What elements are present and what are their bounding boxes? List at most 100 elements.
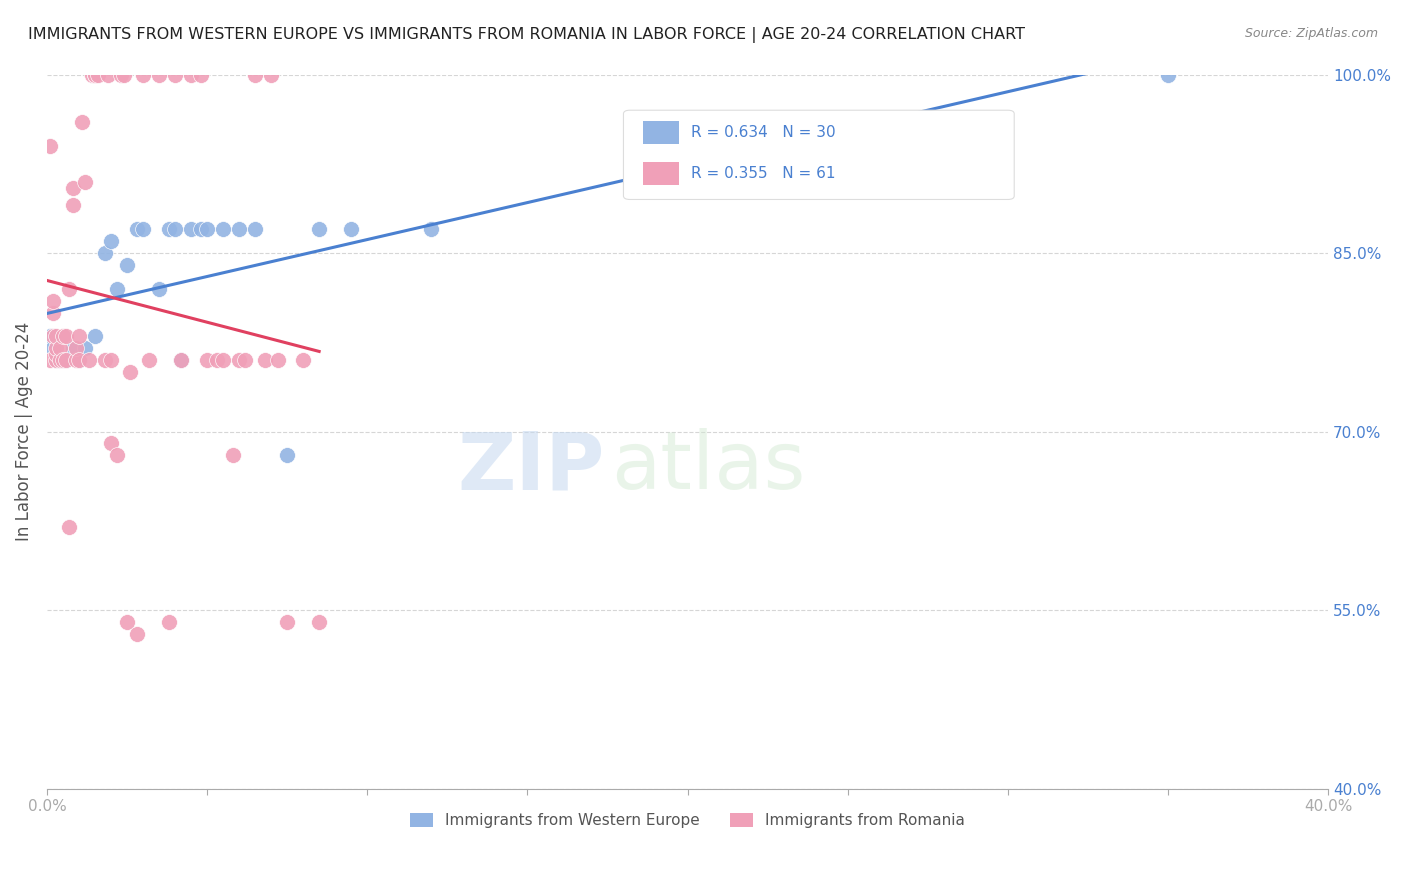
- Point: [115, 258, 138, 272]
- Point: [42, 293, 65, 308]
- Point: [67, 353, 90, 368]
- Point: [190, 68, 212, 82]
- Point: [228, 222, 250, 236]
- Point: [112, 68, 135, 82]
- Point: [70, 115, 93, 129]
- Point: [132, 68, 155, 82]
- Point: [148, 282, 170, 296]
- Point: [163, 68, 186, 82]
- FancyBboxPatch shape: [643, 121, 679, 144]
- Point: [52, 329, 75, 343]
- Point: [110, 68, 132, 82]
- Point: [340, 222, 363, 236]
- Point: [58, 519, 80, 533]
- Legend: Immigrants from Western Europe, Immigrants from Romania: Immigrants from Western Europe, Immigran…: [404, 807, 972, 834]
- Text: IMMIGRANTS FROM WESTERN EUROPE VS IMMIGRANTS FROM ROMANIA IN LABOR FORCE | AGE 2: IMMIGRANTS FROM WESTERN EUROPE VS IMMIGR…: [28, 27, 1025, 43]
- Point: [190, 222, 212, 236]
- Point: [55, 353, 77, 368]
- Point: [170, 353, 193, 368]
- Point: [100, 353, 122, 368]
- Point: [1157, 68, 1180, 82]
- Point: [62, 180, 84, 194]
- Point: [45, 353, 67, 368]
- Point: [115, 615, 138, 629]
- Point: [52, 353, 75, 368]
- Point: [93, 353, 115, 368]
- Point: [195, 353, 218, 368]
- Point: [55, 329, 77, 343]
- Point: [420, 222, 443, 236]
- Point: [292, 353, 315, 368]
- Point: [75, 175, 97, 189]
- Point: [67, 353, 90, 368]
- Point: [42, 329, 65, 343]
- Point: [235, 353, 257, 368]
- Point: [105, 282, 128, 296]
- Point: [243, 68, 266, 82]
- Point: [276, 448, 298, 462]
- Point: [163, 222, 186, 236]
- Point: [125, 222, 148, 236]
- Point: [39, 329, 62, 343]
- Point: [157, 615, 180, 629]
- Point: [125, 627, 148, 641]
- Point: [148, 68, 170, 82]
- Point: [39, 353, 62, 368]
- Point: [62, 198, 84, 212]
- Point: [77, 353, 100, 368]
- Point: [45, 329, 67, 343]
- Point: [100, 436, 122, 450]
- Y-axis label: In Labor Force | Age 20-24: In Labor Force | Age 20-24: [15, 322, 32, 541]
- Point: [84, 68, 107, 82]
- Point: [308, 615, 330, 629]
- Point: [221, 448, 243, 462]
- Point: [195, 222, 218, 236]
- Point: [55, 353, 77, 368]
- Point: [84, 68, 107, 82]
- Point: [260, 68, 283, 82]
- Point: [157, 222, 180, 236]
- Text: R = 0.634   N = 30: R = 0.634 N = 30: [692, 125, 837, 140]
- Point: [180, 68, 202, 82]
- Point: [42, 305, 65, 319]
- FancyBboxPatch shape: [623, 111, 1014, 200]
- Point: [84, 329, 107, 343]
- Text: atlas: atlas: [610, 428, 806, 507]
- Point: [65, 353, 87, 368]
- Point: [67, 329, 90, 343]
- Point: [132, 222, 155, 236]
- Text: Source: ZipAtlas.com: Source: ZipAtlas.com: [1244, 27, 1378, 40]
- Point: [266, 353, 288, 368]
- Point: [75, 341, 97, 355]
- Point: [253, 353, 276, 368]
- Point: [48, 341, 70, 355]
- Point: [45, 347, 67, 361]
- Point: [45, 341, 67, 355]
- Point: [100, 234, 122, 248]
- Point: [138, 353, 160, 368]
- Point: [180, 222, 202, 236]
- FancyBboxPatch shape: [643, 162, 679, 186]
- Point: [243, 222, 266, 236]
- Point: [65, 341, 87, 355]
- Point: [276, 615, 298, 629]
- Point: [42, 341, 65, 355]
- Point: [205, 353, 228, 368]
- Point: [58, 282, 80, 296]
- Point: [93, 246, 115, 260]
- Point: [80, 68, 103, 82]
- Point: [308, 222, 330, 236]
- Point: [97, 68, 120, 82]
- Point: [105, 448, 128, 462]
- Point: [45, 353, 67, 368]
- Point: [212, 353, 235, 368]
- Point: [170, 353, 193, 368]
- Point: [48, 353, 70, 368]
- Point: [228, 353, 250, 368]
- Point: [39, 139, 62, 153]
- Point: [48, 353, 70, 368]
- Point: [212, 222, 235, 236]
- Point: [87, 68, 110, 82]
- Text: ZIP: ZIP: [457, 428, 605, 507]
- Point: [120, 365, 142, 379]
